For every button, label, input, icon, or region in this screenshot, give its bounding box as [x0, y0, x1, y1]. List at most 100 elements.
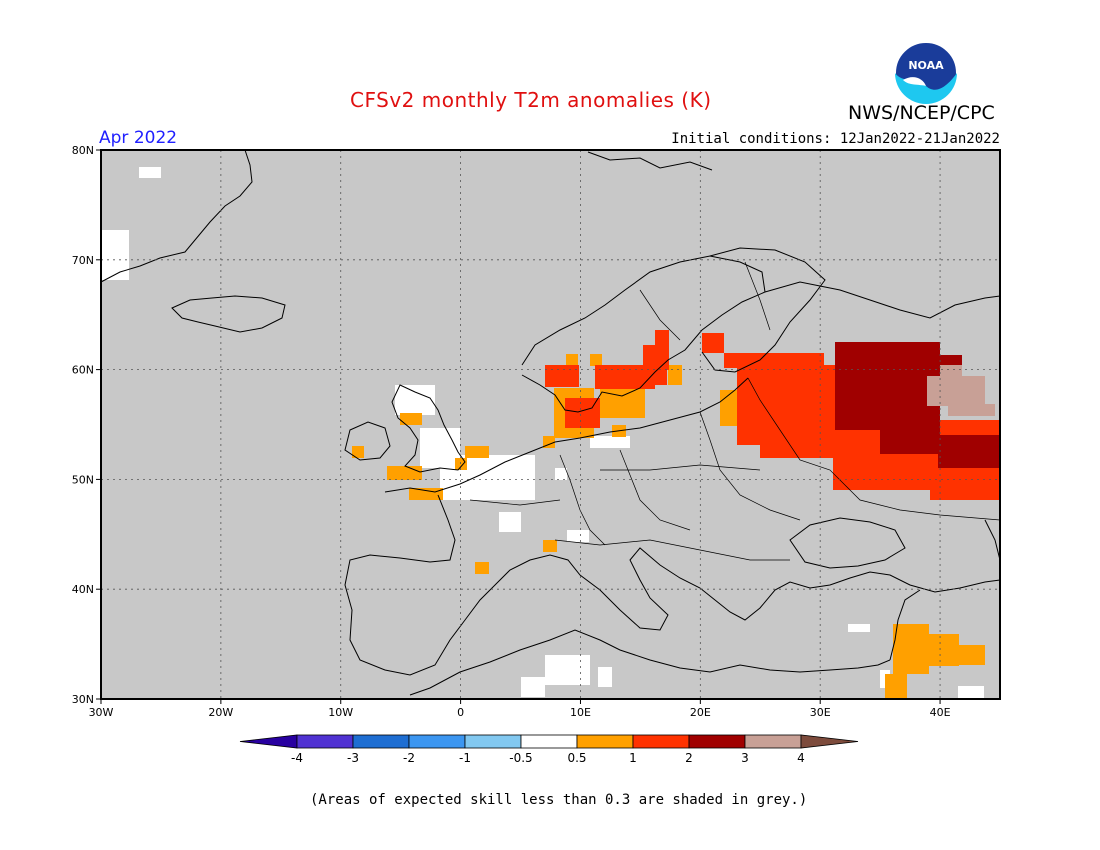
noaa-logo: NOAA	[894, 41, 958, 105]
initial-conditions: Initial conditions: 12Jan2022-21Jan2022	[671, 131, 1000, 147]
warm-anomaly-1-2	[737, 365, 837, 445]
warm-anomaly-3-4	[948, 404, 995, 416]
neutral-area	[139, 167, 161, 178]
anomaly-shading	[101, 167, 1000, 699]
neutral-area	[395, 385, 435, 415]
warm-anomaly-0.5-1	[668, 365, 682, 385]
coastlines	[100, 149, 1001, 696]
country-borders	[469, 261, 1001, 561]
coastline-iceland	[171, 295, 286, 333]
colorbar-label: 0.5	[567, 751, 586, 765]
neutral-area	[521, 677, 545, 697]
warm-anomaly-2-3	[835, 342, 940, 430]
coastline-kola	[764, 281, 1001, 319]
coastline-ireland	[344, 421, 391, 461]
warm-anomaly-0.5-1	[465, 446, 489, 458]
neutral-area	[545, 655, 590, 685]
coastline-caspian	[984, 519, 1001, 561]
warm-anomaly-1-2	[760, 440, 835, 458]
coastline-svalbard	[587, 151, 713, 171]
colorbar-label: 3	[741, 751, 749, 765]
warm-anomaly-0.5-1	[543, 540, 557, 552]
colorbar-arrow-high	[800, 734, 859, 749]
warm-anomaly-0.5-1	[387, 466, 422, 480]
border	[699, 411, 801, 521]
coastline-levant	[889, 589, 921, 661]
lon-tick-label: 10W	[328, 706, 353, 719]
warm-anomaly-0.5-1	[959, 645, 985, 665]
colorbar-box	[520, 734, 578, 749]
lon-tick-label: 10E	[570, 706, 591, 719]
lon-tick-label: 30W	[89, 706, 114, 719]
colorbar-box	[352, 734, 410, 749]
warm-anomaly-1-2	[545, 365, 579, 387]
colorbar: -4 -3 -2 -1 -0.5 0.5 1 2 3 4	[239, 734, 859, 765]
lon-tick-label: 40E	[930, 706, 951, 719]
map-frame	[100, 149, 1001, 700]
agency-label: NWS/NCEP/CPC	[848, 102, 995, 124]
warm-anomaly-0.5-1	[893, 624, 929, 674]
chart-title: CFSv2 monthly T2m anomalies (K)	[350, 88, 712, 112]
warm-anomaly-0.5-1	[590, 354, 602, 366]
colorbar-label: -1	[459, 751, 471, 765]
border	[469, 499, 561, 506]
warm-anomaly-1-2	[930, 480, 1000, 500]
colorbar-label: -4	[291, 751, 303, 765]
coastline-black-sea	[789, 517, 906, 569]
lat-tick-label: 60N	[72, 364, 94, 377]
neutral-area	[598, 667, 612, 687]
neutral-area	[101, 230, 129, 280]
warm-anomaly-1-2	[724, 353, 824, 368]
colorbar-label: -0.5	[509, 751, 532, 765]
neutral-area	[848, 624, 870, 632]
lat-tick-label: 70N	[72, 254, 94, 267]
lat-tick-label: 80N	[72, 144, 94, 157]
lon-tick-label: 20W	[208, 706, 233, 719]
neutral-area	[590, 436, 630, 448]
warm-anomaly-0.5-1	[409, 488, 443, 500]
warm-anomaly-0.5-1	[475, 562, 489, 574]
warm-anomaly-2-3	[938, 435, 1000, 468]
warm-anomaly-3-4	[940, 365, 962, 377]
lat-tick-label: 50N	[72, 473, 94, 486]
colorbar-box	[632, 734, 690, 749]
border	[639, 289, 681, 341]
border	[747, 377, 1001, 521]
coastline-biscay	[344, 494, 1001, 676]
colorbar-label: 1	[629, 751, 637, 765]
colorbar-label: -3	[347, 751, 359, 765]
warm-anomaly-1-2	[565, 398, 600, 428]
warm-anomaly-0.5-1	[885, 674, 907, 698]
colorbar-box	[688, 734, 746, 749]
neutral-area	[440, 455, 535, 500]
neutral-area	[555, 468, 567, 480]
warm-anomaly-0.5-1	[543, 436, 555, 448]
lat-tick-label: 40N	[72, 583, 94, 596]
colorbar-arrow-low	[239, 734, 298, 749]
coastline-north-africa	[409, 629, 891, 696]
gridlines	[101, 150, 1000, 699]
colorbar-label: 2	[685, 751, 693, 765]
border	[554, 539, 790, 561]
warm-anomaly-0.5-1	[400, 413, 422, 425]
lon-tick-label: 20E	[690, 706, 711, 719]
neutral-area	[958, 686, 984, 699]
colorbar-label: 4	[797, 751, 805, 765]
colorbar-box	[576, 734, 634, 749]
colorbar-box	[744, 734, 802, 749]
lat-tick-label: 30N	[72, 693, 94, 706]
lon-tick-label: 0	[457, 706, 464, 719]
border	[619, 449, 691, 531]
warm-anomaly-0.5-1	[929, 634, 959, 666]
warm-anomaly-0.5-1	[352, 446, 364, 458]
warm-anomaly-2-3	[880, 430, 940, 454]
neutral-area	[499, 512, 521, 532]
border	[559, 454, 606, 546]
coastline-finland	[701, 247, 826, 373]
warm-anomaly-3-4	[927, 376, 985, 406]
neutral-area	[567, 530, 589, 542]
colorbar-box	[408, 734, 466, 749]
coastline-britain	[391, 384, 466, 473]
